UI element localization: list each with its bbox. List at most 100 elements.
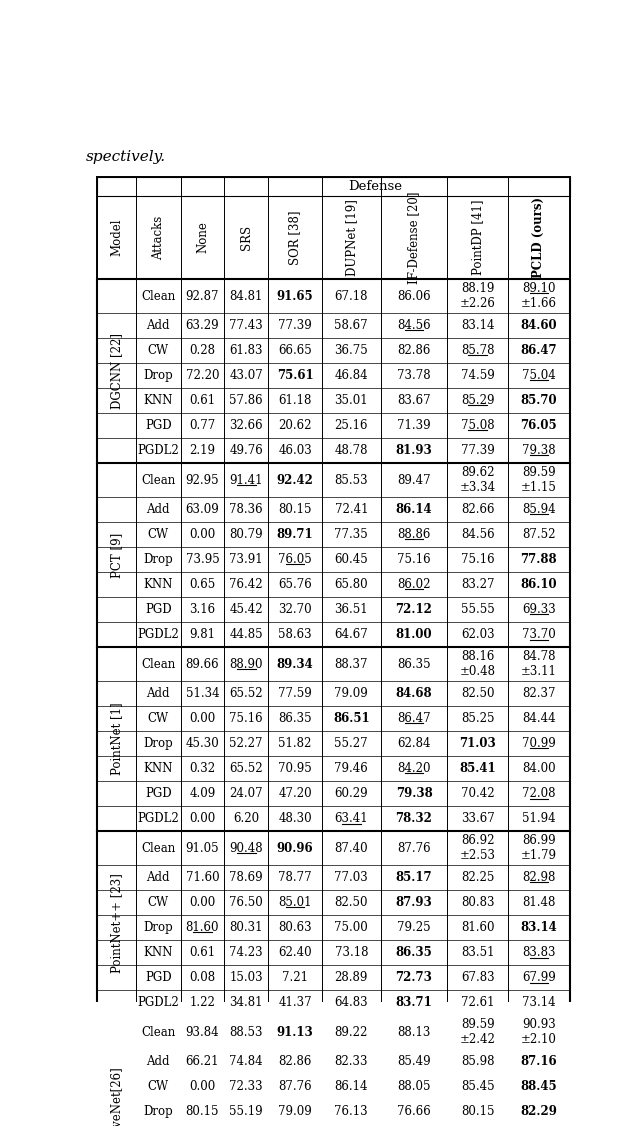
Text: 83.14: 83.14 — [520, 921, 557, 935]
Text: 85.49: 85.49 — [397, 1055, 431, 1069]
Text: 89.59: 89.59 — [522, 466, 556, 479]
Text: 28.89: 28.89 — [335, 972, 368, 984]
Text: 35.01: 35.01 — [335, 394, 368, 408]
Text: 36.75: 36.75 — [334, 345, 368, 357]
Text: 76.13: 76.13 — [335, 1106, 368, 1118]
Text: PGDL2: PGDL2 — [138, 444, 179, 457]
Text: 83.27: 83.27 — [461, 578, 494, 591]
Text: DGCNN [22]: DGCNN [22] — [110, 333, 123, 409]
Text: 65.76: 65.76 — [278, 578, 312, 591]
Text: 77.43: 77.43 — [229, 319, 263, 332]
Text: 88.53: 88.53 — [230, 1026, 263, 1038]
Text: 79.09: 79.09 — [278, 1106, 312, 1118]
Text: 84.20: 84.20 — [397, 762, 431, 775]
Text: 92.42: 92.42 — [276, 474, 314, 486]
Text: 65.52: 65.52 — [229, 762, 263, 775]
Text: 77.59: 77.59 — [278, 687, 312, 700]
Text: 75.61: 75.61 — [276, 369, 314, 382]
Text: 86.14: 86.14 — [335, 1080, 368, 1093]
Text: 64.67: 64.67 — [334, 628, 368, 641]
Text: Clean: Clean — [141, 289, 175, 303]
Text: PointNet++ [23]: PointNet++ [23] — [110, 874, 123, 973]
Text: 93.84: 93.84 — [186, 1026, 220, 1038]
Text: 80.79: 80.79 — [229, 528, 263, 542]
Text: 67.18: 67.18 — [335, 289, 368, 303]
Text: 80.15: 80.15 — [278, 503, 312, 516]
Text: 86.06: 86.06 — [397, 289, 431, 303]
Text: 77.03: 77.03 — [334, 872, 368, 884]
Text: 71.03: 71.03 — [460, 738, 496, 750]
Text: 89.62: 89.62 — [461, 466, 494, 479]
Text: 70.99: 70.99 — [522, 738, 556, 750]
Text: Drop: Drop — [143, 738, 173, 750]
Text: 70.42: 70.42 — [461, 787, 494, 801]
Text: 82.25: 82.25 — [461, 872, 494, 884]
Text: PGD: PGD — [145, 604, 172, 616]
Text: 87.93: 87.93 — [396, 896, 433, 909]
Text: Model: Model — [110, 218, 123, 257]
Text: 82.98: 82.98 — [522, 872, 556, 884]
Text: 72.61: 72.61 — [461, 997, 494, 1009]
Text: 81.48: 81.48 — [522, 896, 556, 909]
Text: 85.98: 85.98 — [461, 1055, 494, 1069]
Text: 34.81: 34.81 — [230, 997, 263, 1009]
Text: 82.37: 82.37 — [522, 687, 556, 700]
Text: DUPNet [19]: DUPNet [19] — [345, 199, 358, 276]
Text: Drop: Drop — [143, 921, 173, 935]
Text: 2.19: 2.19 — [189, 444, 216, 457]
Text: 51.82: 51.82 — [278, 738, 312, 750]
Text: 55.19: 55.19 — [229, 1106, 263, 1118]
Text: 88.19: 88.19 — [461, 282, 494, 295]
Text: 90.96: 90.96 — [276, 841, 314, 855]
Text: ±3.11: ±3.11 — [521, 665, 557, 678]
Text: PGD: PGD — [145, 787, 172, 801]
Text: 87.76: 87.76 — [397, 841, 431, 855]
Text: 75.16: 75.16 — [461, 553, 494, 566]
Text: 90.93: 90.93 — [522, 1018, 556, 1031]
Text: 75.04: 75.04 — [522, 369, 556, 382]
Text: 0.00: 0.00 — [189, 712, 216, 725]
Text: PointDP [41]: PointDP [41] — [471, 199, 484, 275]
Text: PCT [9]: PCT [9] — [110, 533, 123, 578]
Text: 86.14: 86.14 — [396, 503, 433, 516]
Text: KNN: KNN — [143, 762, 173, 775]
Text: Add: Add — [147, 319, 170, 332]
Text: Clean: Clean — [141, 658, 175, 671]
Text: 82.86: 82.86 — [278, 1055, 312, 1069]
Text: 89.34: 89.34 — [276, 658, 314, 671]
Text: 84.78: 84.78 — [522, 650, 556, 663]
Text: ±2.53: ±2.53 — [460, 849, 495, 863]
Text: CW: CW — [148, 712, 169, 725]
Text: 89.71: 89.71 — [276, 528, 314, 542]
Text: 89.10: 89.10 — [522, 282, 556, 295]
Text: 91.41: 91.41 — [230, 474, 263, 486]
Text: Drop: Drop — [143, 1106, 173, 1118]
Text: 0.00: 0.00 — [189, 1080, 216, 1093]
Text: 86.47: 86.47 — [520, 345, 557, 357]
Text: 62.40: 62.40 — [278, 946, 312, 959]
Text: 87.40: 87.40 — [335, 841, 368, 855]
Text: PGDL2: PGDL2 — [138, 812, 179, 825]
Text: 0.61: 0.61 — [189, 394, 216, 408]
Text: 73.78: 73.78 — [397, 369, 431, 382]
Text: PCLD (ours): PCLD (ours) — [532, 197, 545, 278]
Text: 24.07: 24.07 — [229, 787, 263, 801]
Text: 0.00: 0.00 — [189, 896, 216, 909]
Text: 79.09: 79.09 — [334, 687, 368, 700]
Text: 74.23: 74.23 — [229, 946, 263, 959]
Text: CW: CW — [148, 1080, 169, 1093]
Text: 25.16: 25.16 — [335, 419, 368, 432]
Text: PGD: PGD — [145, 972, 172, 984]
Text: 86.35: 86.35 — [396, 946, 433, 959]
Text: 88.37: 88.37 — [335, 658, 368, 671]
Text: 87.76: 87.76 — [278, 1080, 312, 1093]
Text: 88.45: 88.45 — [520, 1080, 557, 1093]
Text: 48.30: 48.30 — [278, 812, 312, 825]
Text: 45.30: 45.30 — [186, 738, 220, 750]
Text: 72.33: 72.33 — [229, 1080, 263, 1093]
Text: 0.77: 0.77 — [189, 419, 216, 432]
Text: 75.00: 75.00 — [334, 921, 368, 935]
Text: ±2.26: ±2.26 — [460, 297, 495, 311]
Text: 76.05: 76.05 — [520, 419, 557, 432]
Text: 87.52: 87.52 — [522, 528, 556, 542]
